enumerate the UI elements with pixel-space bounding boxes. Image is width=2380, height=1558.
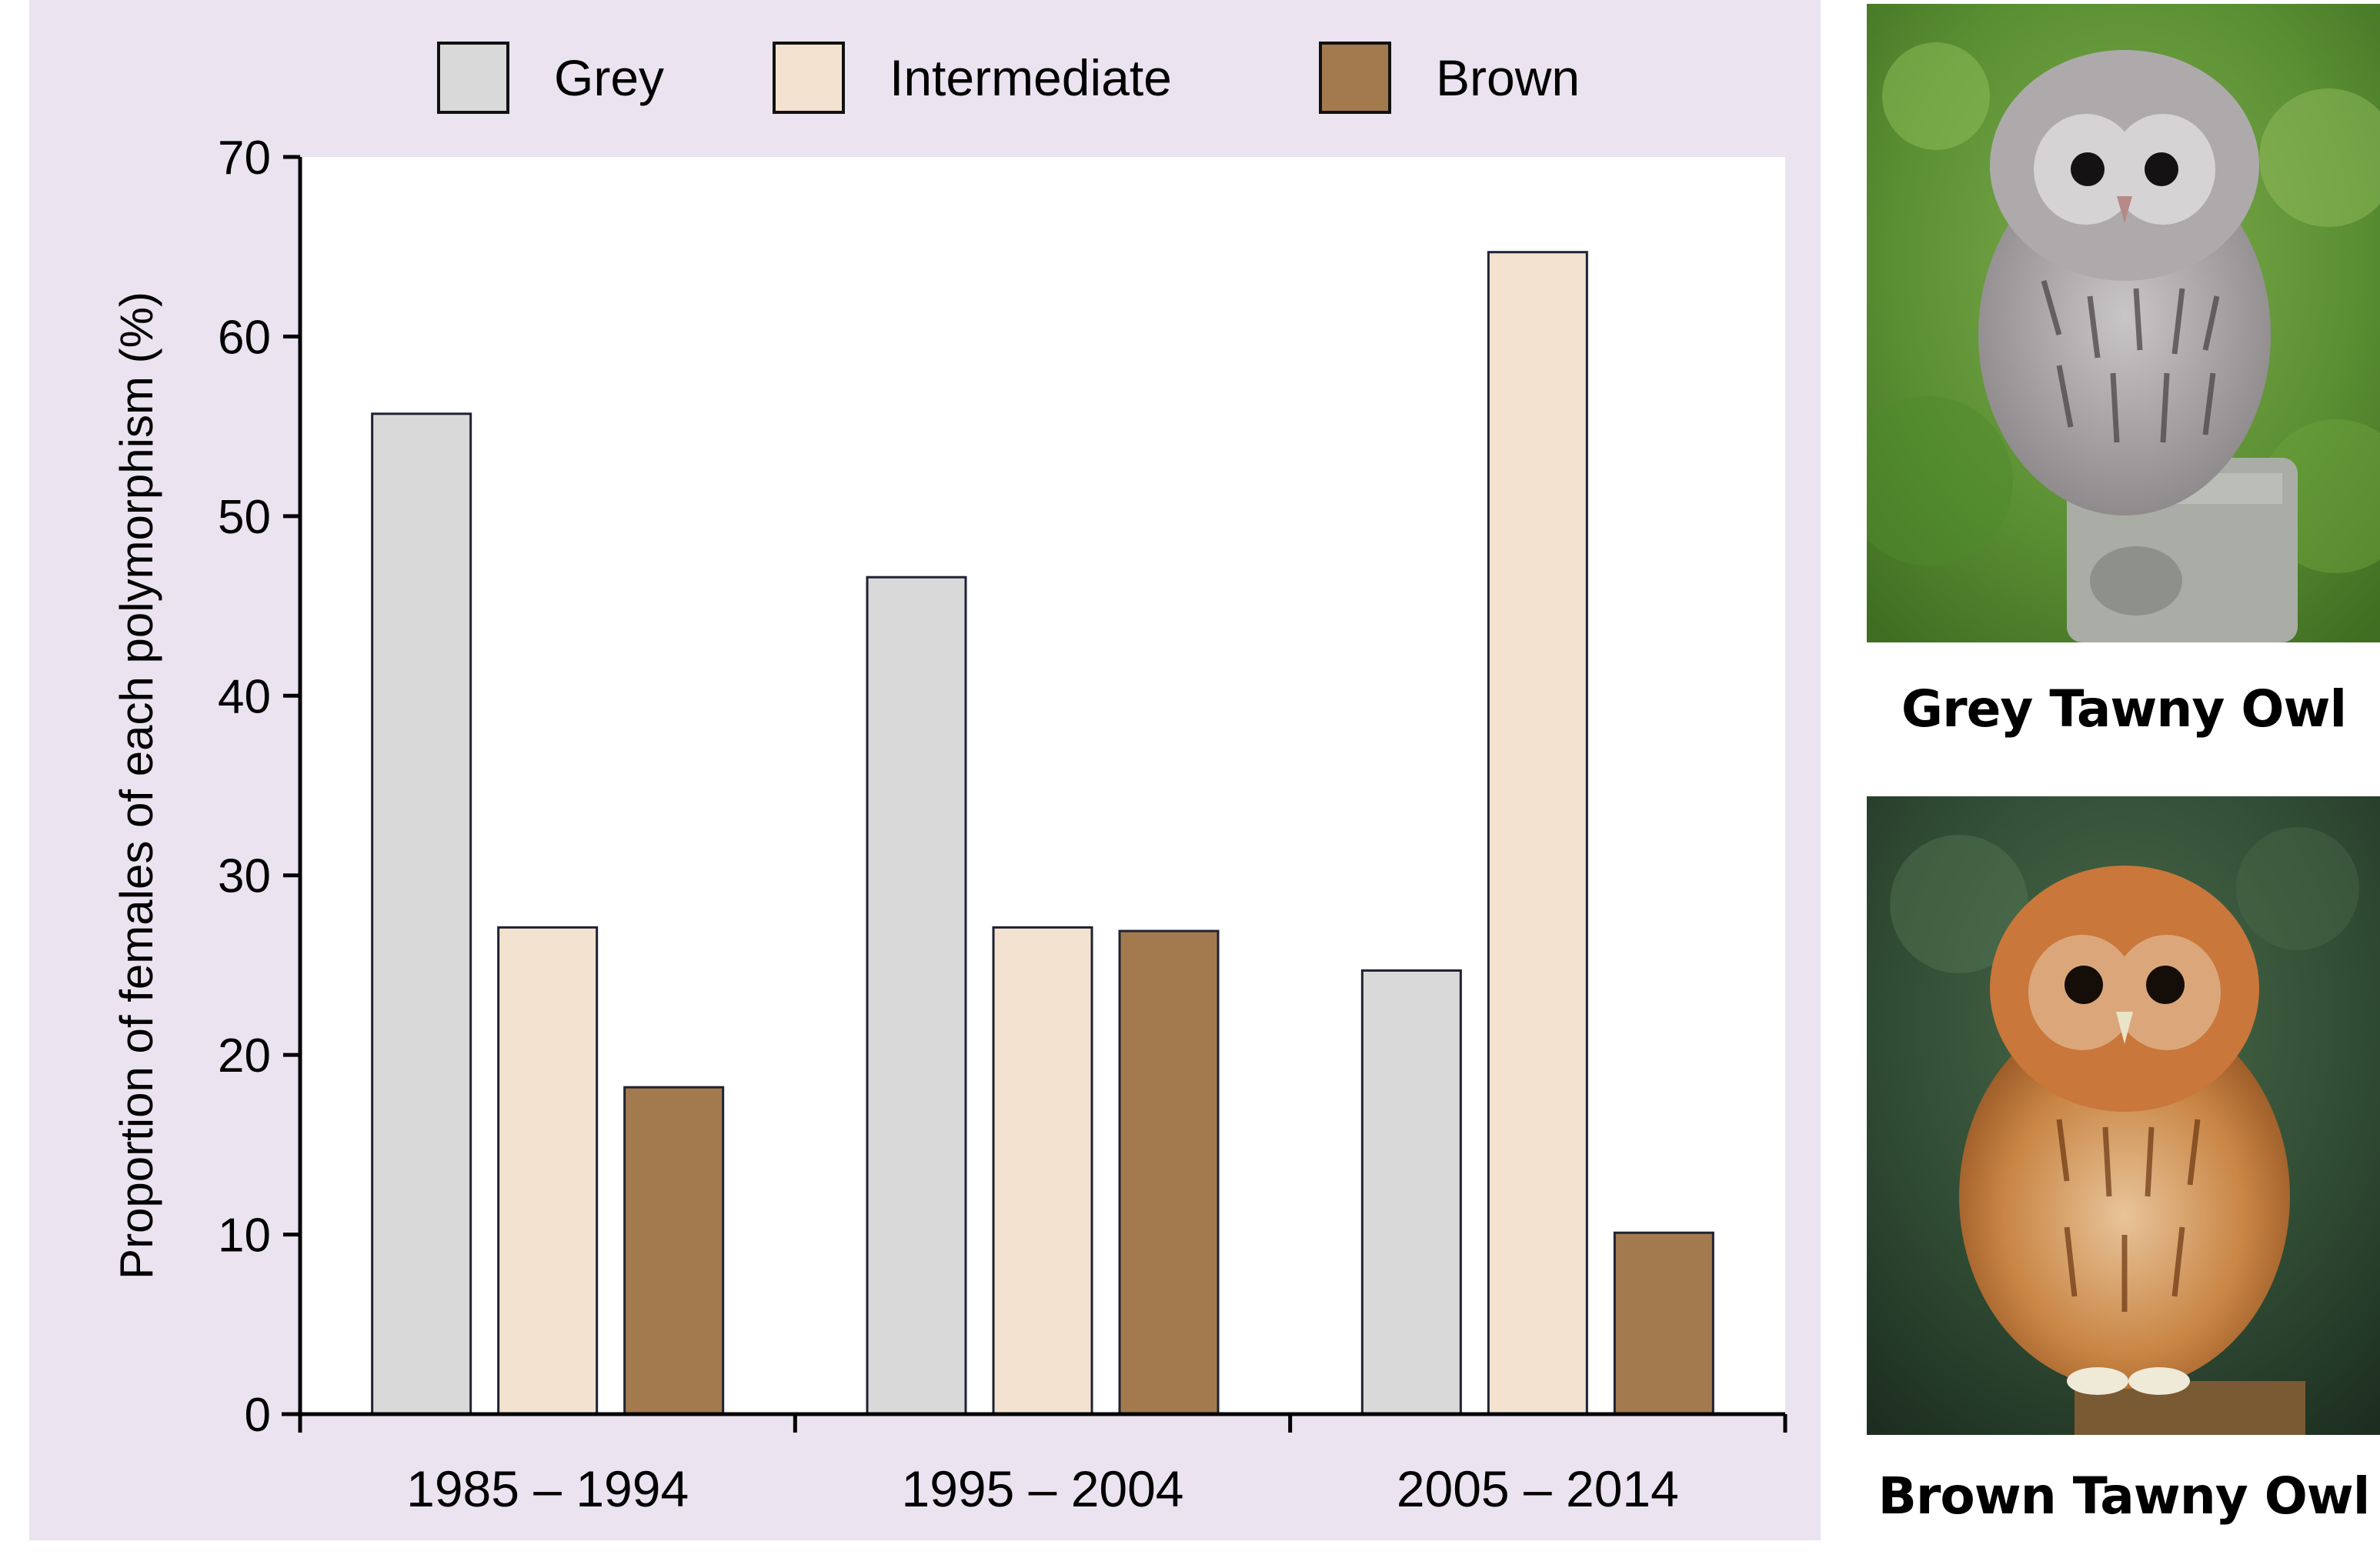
legend-swatch-brown	[1319, 42, 1391, 114]
y-tick-label: 10	[218, 1209, 271, 1263]
legend-swatch-grey	[437, 42, 509, 114]
bar-intermediate-2	[992, 926, 1093, 1416]
legend-label-brown: Brown	[1436, 49, 1580, 106]
brown-owl-caption: Brown Tawny Owl	[1878, 1466, 2371, 1526]
legend: Grey Intermediate Brown	[437, 42, 1580, 114]
legend-swatch-intermediate	[773, 42, 845, 114]
y-tick-label: 40	[218, 670, 271, 723]
x-tick-label: 1985 – 1994	[406, 1460, 689, 1517]
bar-grey-1	[371, 412, 472, 1416]
bar-brown-2	[1118, 929, 1220, 1416]
bar-chart: Grey Intermediate Brown 0 10 20 30 40 50 60 70 198…	[111, 42, 1788, 1517]
bar-intermediate-1	[497, 926, 599, 1416]
legend-label-intermediate: Intermediate	[890, 49, 1172, 106]
y-tick-label: 20	[218, 1029, 271, 1083]
y-tick-label: 0	[245, 1389, 271, 1442]
chart-panel: Grey Intermediate Brown 0 10 20 30 40 50 60 70 198…	[29, 0, 1821, 1540]
x-tick-label: 1995 – 2004	[901, 1460, 1183, 1517]
x-tick-label: 2005 – 2014	[1397, 1460, 1679, 1517]
legend-label-grey: Grey	[554, 49, 664, 106]
bar-intermediate-3	[1487, 251, 1588, 1416]
bar-brown-1	[623, 1086, 725, 1416]
bar-grey-2	[866, 575, 967, 1416]
grey-owl-caption: Grey Tawny Owl	[1901, 679, 2347, 739]
bars	[371, 251, 1714, 1416]
bar-grey-3	[1360, 969, 1462, 1416]
y-tick-label: 30	[218, 850, 271, 903]
y-tick-label: 50	[218, 491, 271, 544]
bar-brown-3	[1613, 1231, 1714, 1416]
y-axis-label: Proportion of females of each polymorphi…	[111, 292, 162, 1279]
y-tick-label: 70	[218, 132, 271, 185]
y-tick-label: 60	[218, 311, 271, 364]
axes: 0 10 20 30 40 50 60 70 1985 – 1994 1995 – 2004 200…	[218, 132, 1788, 1517]
brown-owl-photo	[1867, 796, 2380, 1435]
grey-owl-photo	[1867, 4, 2380, 642]
